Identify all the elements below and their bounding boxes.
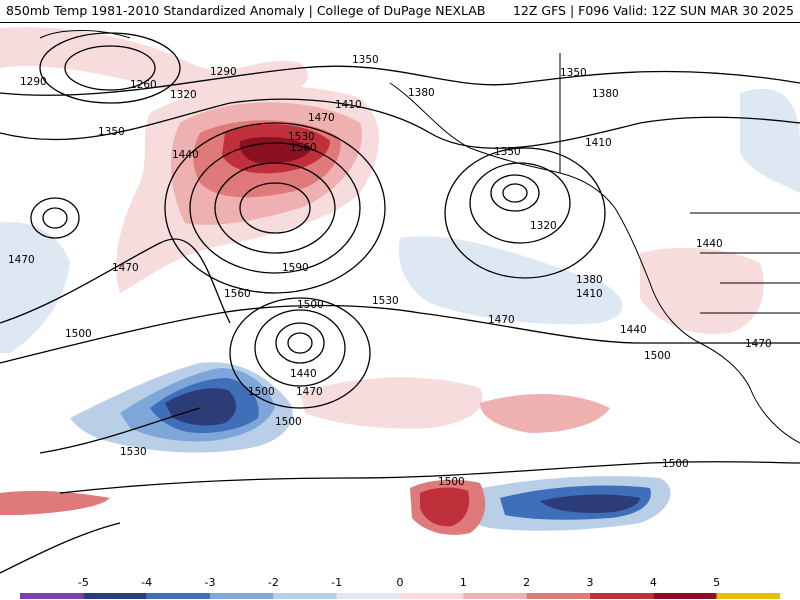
colorbar-swatch [716,593,780,599]
contour-label: 1530 [372,295,399,307]
colorbar-tick-label: -1 [331,576,343,589]
colorbar-swatch [336,593,400,599]
colorbar-tick-label: 0 [396,576,404,589]
height-contours [0,32,800,574]
contour-label: 1410 [576,288,603,300]
colorbar-tick-label: 2 [523,576,531,589]
contour-label: 1350 [560,67,587,79]
colorbar-swatch [83,593,147,599]
contour-label: 1350 [494,146,521,158]
colorbar-tick-label: 4 [649,576,657,589]
colorbar-tick-label: -3 [204,576,216,589]
map-header: 850mb Temp 1981-2010 Standardized Anomal… [0,0,800,23]
contour-label: 1440 [290,368,317,380]
contour-label: 1290 [210,66,237,78]
colorbar-tick-label: 5 [713,576,721,589]
contour-label: 1560 [290,142,317,154]
colorbar-tick-label: -4 [141,576,153,589]
colorbar-swatch [210,593,274,599]
contour-label: 1440 [172,149,199,161]
weather-map: 1290 1260 1320 1350 1290 1350 1350 1380 … [0,23,800,576]
contour-label: 1500 [248,386,275,398]
colorbar-tick-label: 1 [459,576,467,589]
map-title: 850mb Temp 1981-2010 Standardized Anomal… [6,3,486,18]
colorbar-swatch [20,593,84,599]
contour-label: 1590 [282,262,309,274]
contour-label: 1260 [130,79,157,91]
contour-label: 1500 [644,350,671,362]
contour-labels: 1290 1260 1320 1350 1290 1350 1350 1380 … [8,54,772,488]
coastlines [39,30,800,444]
contour-label: 1320 [170,89,197,101]
contour-label: 1350 [98,126,125,138]
contour-label: 1530 [288,131,315,143]
contour-label: 1530 [120,446,147,458]
colorbar-swatch [653,593,717,599]
contour-label: 1470 [745,338,772,350]
colorbar-swatch [400,593,464,599]
contour-label: 1350 [352,54,379,66]
contour-label: 1410 [335,99,362,111]
colorbar-swatch [463,593,527,599]
contour-label: 1470 [296,386,323,398]
contour-label: 1380 [408,87,435,99]
contour-label: 1500 [438,476,465,488]
colorbar-swatch [526,593,590,599]
contour-label: 1380 [576,274,603,286]
contour-label: 1290 [20,76,47,88]
contour-label: 1380 [592,88,619,100]
colorbar-tick-label: -2 [267,576,279,589]
contour-label: 1440 [620,324,647,336]
contour-label: 1470 [308,112,335,124]
colorbar-tick-label: -5 [77,576,89,589]
contour-label: 1410 [585,137,612,149]
colorbar-swatch [146,593,210,599]
colorbar-tick-label: 3 [586,576,594,589]
contour-label: 1440 [696,238,723,250]
contour-label: 1500 [297,299,324,311]
contour-label: 1560 [224,288,251,300]
colorbar-swatches [20,593,780,599]
colorbar-swatch [590,593,654,599]
contour-label: 1470 [112,262,139,274]
colorbar-swatch [273,593,337,599]
contour-label: 1320 [530,220,557,232]
anomaly-colorbar: -5 -4 -3 -2 -1 0 1 2 3 4 5 [0,576,800,600]
model-run-info: 12Z GFS | F096 Valid: 12Z SUN MAR 30 202… [512,3,794,18]
contour-label: 1470 [488,314,515,326]
contour-label: 1500 [65,328,92,340]
contour-label: 1470 [8,254,35,266]
contour-label: 1500 [275,416,302,428]
contour-label: 1500 [662,458,689,470]
